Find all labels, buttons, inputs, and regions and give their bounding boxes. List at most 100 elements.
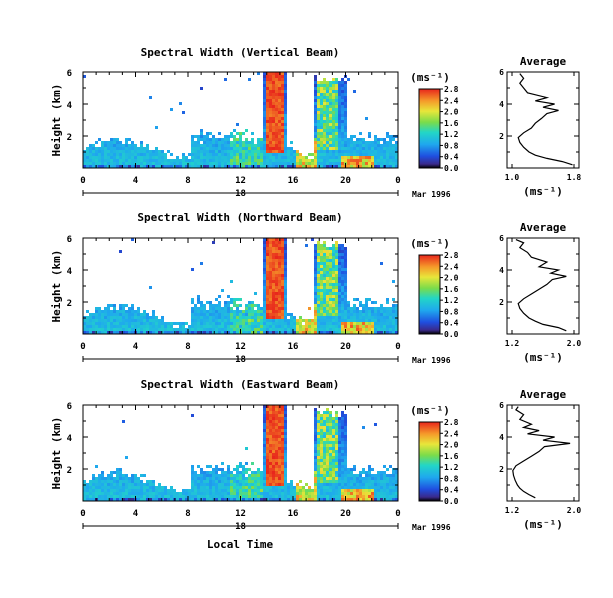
heatmap-cell <box>305 492 308 495</box>
heatmap-cell <box>356 310 359 313</box>
heatmap-cell <box>317 84 320 87</box>
heatmap-cell <box>287 486 290 489</box>
heatmap-cell <box>371 313 374 316</box>
heatmap-cell <box>206 135 209 138</box>
heatmap-cell <box>191 138 194 141</box>
heatmap-cell <box>155 325 158 328</box>
heatmap-cell <box>287 483 290 486</box>
heatmap-cell <box>233 138 236 141</box>
heatmap-cell <box>314 471 317 474</box>
heatmap-cell <box>344 277 347 280</box>
heatmap-cell <box>206 471 209 474</box>
heatmap-cell <box>89 483 92 486</box>
heatmap-cell <box>344 441 347 444</box>
heatmap-cell <box>197 477 200 480</box>
heatmap-cell <box>266 477 269 480</box>
heatmap-cell <box>116 325 119 328</box>
heatmap-cell <box>314 271 317 274</box>
heatmap-cell <box>374 313 377 316</box>
heatmap-cell <box>107 486 110 489</box>
heatmap-cell <box>89 486 92 489</box>
heatmap-cell <box>257 468 260 471</box>
heatmap-cell <box>128 165 131 168</box>
heatmap-cell <box>341 105 344 108</box>
heatmap-cell <box>266 489 269 492</box>
heatmap-cell <box>254 304 257 307</box>
heatmap-cell <box>272 265 275 268</box>
heatmap-cell <box>275 247 278 250</box>
heatmap-cell <box>317 417 320 420</box>
heatmap-cell <box>392 325 395 328</box>
heatmap-cell <box>326 495 329 498</box>
heatmap-cell <box>203 492 206 495</box>
heatmap-cell <box>278 117 281 120</box>
heatmap-cell <box>332 319 335 322</box>
heatmap-cell <box>296 495 299 498</box>
heatmap-cell <box>230 156 233 159</box>
heatmap-cell <box>245 150 248 153</box>
heatmap-cell <box>233 316 236 319</box>
heatmap-cell <box>119 150 122 153</box>
heatmap-cell <box>323 78 326 81</box>
heatmap-cell <box>335 123 338 126</box>
heatmap-cell <box>164 159 167 162</box>
heatmap-cell <box>95 486 98 489</box>
heatmap-cell <box>281 480 284 483</box>
heatmap-cell <box>170 495 173 498</box>
heatmap-cell <box>152 322 155 325</box>
heatmap-cell <box>386 165 389 168</box>
heatmap-cell <box>116 480 119 483</box>
heatmap-cell <box>320 414 323 417</box>
heatmap-cell <box>281 165 284 168</box>
heatmap-cell <box>338 435 341 438</box>
heatmap-cell <box>272 331 275 334</box>
heatmap-cell <box>356 480 359 483</box>
heatmap-cell <box>326 480 329 483</box>
heatmap-cell <box>236 465 239 468</box>
heatmap-cell <box>86 489 89 492</box>
heatmap-cell <box>113 492 116 495</box>
heatmap-cell <box>164 486 167 489</box>
heatmap-cell <box>329 465 332 468</box>
heatmap-cell <box>263 244 266 247</box>
heatmap-cell <box>218 150 221 153</box>
heatmap-cell <box>227 310 230 313</box>
heatmap-cell <box>254 147 257 150</box>
heatmap-cell <box>272 471 275 474</box>
heatmap-cell <box>338 486 341 489</box>
heatmap-cell <box>158 328 161 331</box>
heatmap-cell <box>113 325 116 328</box>
heatmap-cell <box>113 471 116 474</box>
heatmap-cell <box>383 480 386 483</box>
heatmap-cell <box>263 81 266 84</box>
heatmap-cell <box>92 153 95 156</box>
heatmap-cell <box>377 141 380 144</box>
heatmap-cell <box>350 483 353 486</box>
heatmap-cell <box>323 165 326 168</box>
heatmap-cell <box>212 328 215 331</box>
heatmap-cell <box>344 471 347 474</box>
heatmap-cell <box>377 316 380 319</box>
heatmap-cell <box>263 492 266 495</box>
heatmap-cell <box>389 465 392 468</box>
heatmap-cell <box>245 331 248 334</box>
heatmap-cell <box>323 456 326 459</box>
heatmap-cell <box>317 480 320 483</box>
heatmap-cell <box>374 492 377 495</box>
heatmap-cell <box>368 489 371 492</box>
heatmap-cell <box>269 471 272 474</box>
heatmap-cell <box>278 280 281 283</box>
heatmap-cell <box>359 322 362 325</box>
heatmap-cell <box>314 147 317 150</box>
y-tick-label: 6 <box>67 235 72 245</box>
heatmap-cell <box>245 138 248 141</box>
heatmap-cell <box>392 319 395 322</box>
heatmap-cell <box>314 298 317 301</box>
heatmap-cell <box>329 492 332 495</box>
heatmap-cell <box>242 319 245 322</box>
heatmap-cell <box>272 114 275 117</box>
heatmap-cell <box>98 495 101 498</box>
heatmap-cell <box>113 156 116 159</box>
heatmap-cell <box>266 93 269 96</box>
heatmap-cell <box>131 162 134 165</box>
